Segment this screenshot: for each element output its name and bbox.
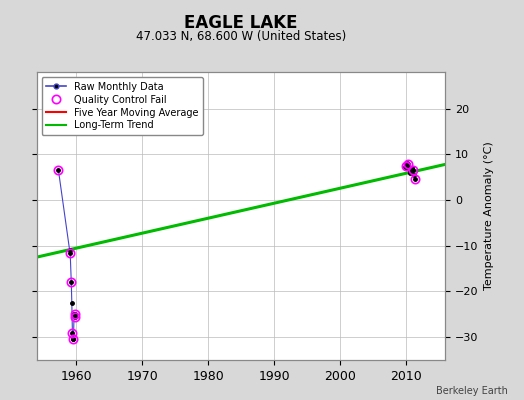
Text: Berkeley Earth: Berkeley Earth — [436, 386, 508, 396]
Legend: Raw Monthly Data, Quality Control Fail, Five Year Moving Average, Long-Term Tren: Raw Monthly Data, Quality Control Fail, … — [41, 77, 203, 135]
Text: EAGLE LAKE: EAGLE LAKE — [184, 14, 298, 32]
Text: 47.033 N, 68.600 W (United States): 47.033 N, 68.600 W (United States) — [136, 30, 346, 43]
Y-axis label: Temperature Anomaly (°C): Temperature Anomaly (°C) — [484, 142, 494, 290]
